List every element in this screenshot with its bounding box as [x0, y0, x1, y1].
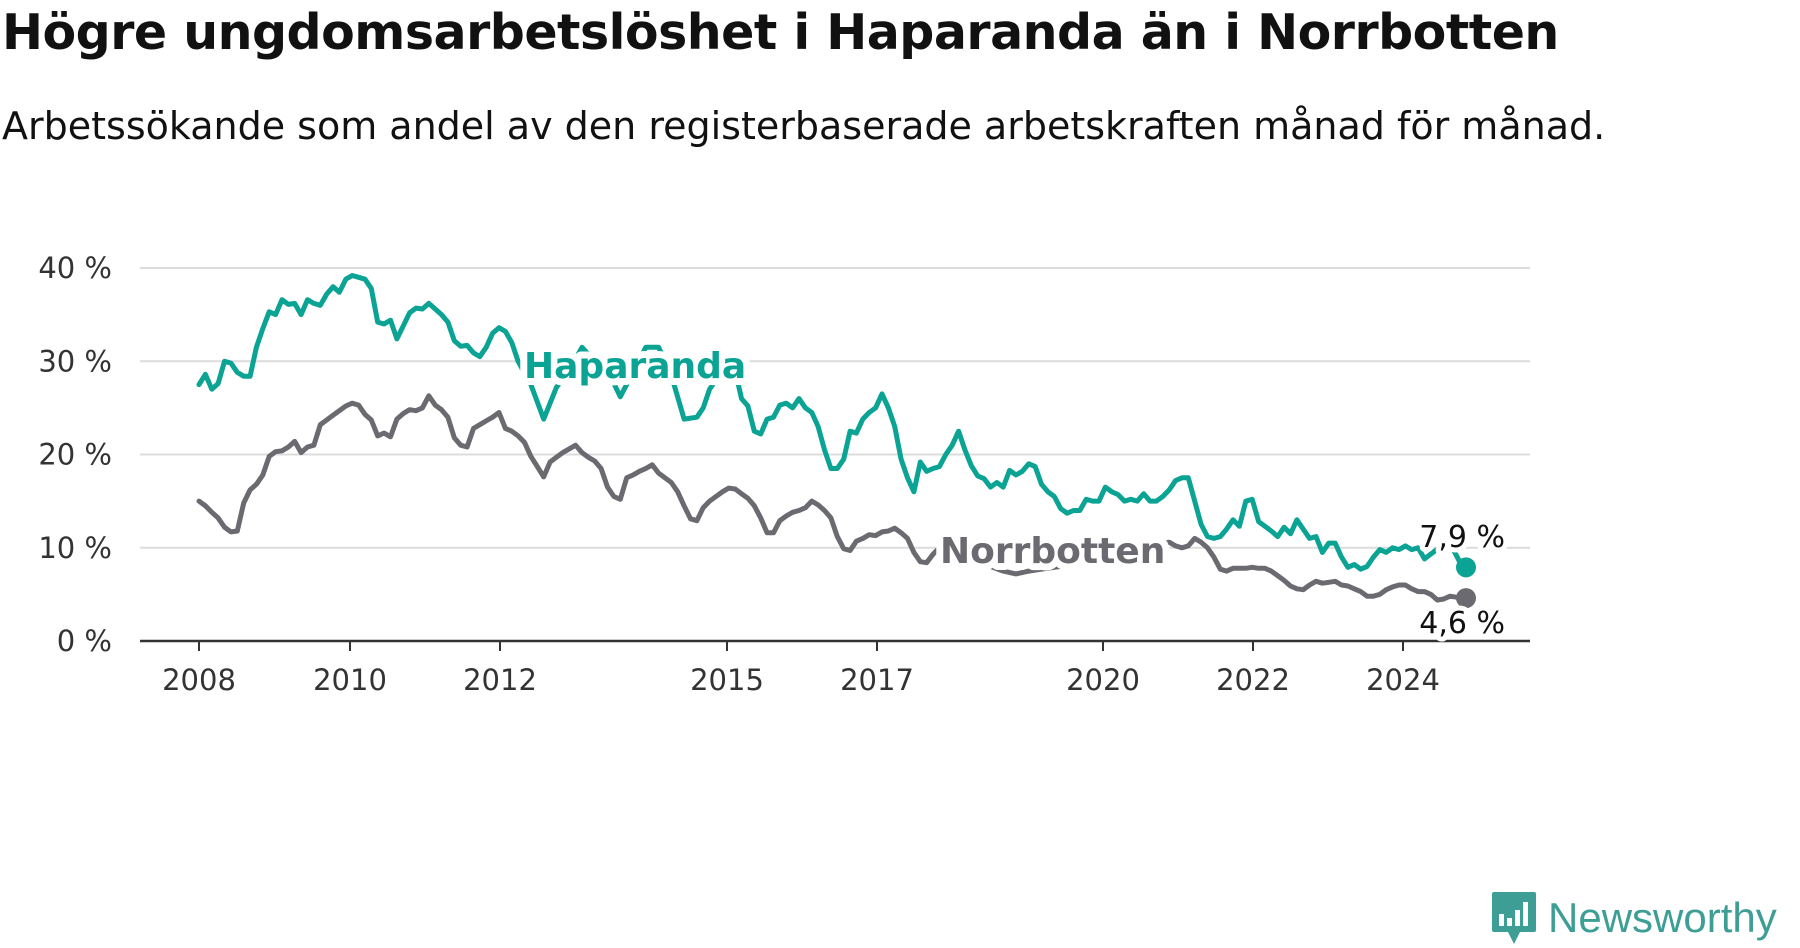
y-axis-labels: 0 % 10 % 20 % 30 % 40 %	[38, 251, 112, 658]
gridlines	[140, 267, 1530, 549]
x-tick-label: 2024	[1366, 663, 1440, 697]
series-line-haparanda	[196, 273, 1469, 572]
y-tick-label: 20 %	[38, 438, 112, 472]
x-tick-label: 2015	[690, 663, 764, 697]
series-line-norrbotten	[196, 393, 1469, 603]
x-tick-label: 2017	[840, 663, 914, 697]
y-tick-label: 30 %	[38, 344, 112, 378]
x-tick-label: 2008	[162, 663, 236, 697]
end-point-haparanda	[1456, 557, 1476, 578]
newsworthy-brand: Newsworthy	[1490, 890, 1777, 946]
end-label-norrbotten-halo: 4,6 %	[1419, 606, 1505, 641]
x-axis: 2008 2010 2012 2015 2017 2020 2022 2024	[140, 639, 1530, 697]
series-label-haparanda: Haparanda	[524, 346, 746, 387]
x-tick-label: 2012	[463, 663, 537, 697]
end-point-norrbotten	[1456, 588, 1476, 609]
chart-title: Högre ungdomsarbetslöshet i Haparanda än…	[2, 4, 1559, 61]
end-label-norrbotten: 4,6 %	[1419, 606, 1505, 641]
series-label-norrbotten-halo: Norrbotten	[940, 531, 1165, 572]
x-tick-label: 2022	[1216, 663, 1290, 697]
x-tick-label: 2020	[1066, 663, 1140, 697]
y-tick-label: 0 %	[57, 624, 112, 658]
end-label-haparanda: 7,9 %	[1419, 520, 1505, 555]
bar-chart-logo-icon	[1492, 892, 1536, 944]
series-label-haparanda-halo: Haparanda	[524, 346, 746, 387]
x-tick-label: 2010	[313, 663, 387, 697]
y-tick-label: 40 %	[38, 251, 112, 285]
end-label-haparanda-halo: 7,9 %	[1419, 520, 1505, 555]
series-lines	[196, 273, 1476, 609]
brand-name: Newsworthy	[1548, 894, 1777, 941]
y-tick-label: 10 %	[38, 531, 112, 565]
series-label-norrbotten: Norrbotten	[940, 531, 1165, 572]
chart-subtitle: Arbetssökande som andel av den registerb…	[2, 104, 1606, 148]
